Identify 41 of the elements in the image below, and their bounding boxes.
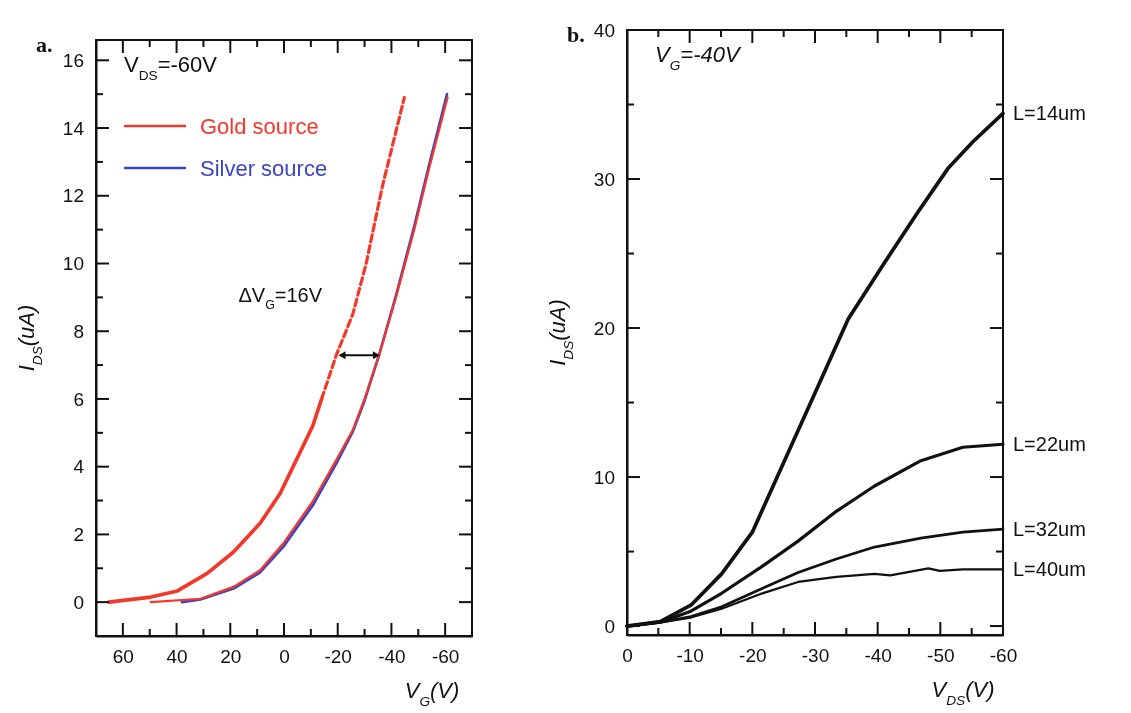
y-tick-label: 4 — [73, 456, 85, 478]
x-tick-label: 40 — [166, 646, 188, 668]
x-axis-title: V$_{G}$(V) — [404, 678, 460, 709]
y-tick-label: 2 — [73, 523, 84, 545]
y-tick-label: 0 — [604, 615, 615, 637]
x-tick-label: 20 — [220, 646, 242, 668]
x-tick-label: 0 — [622, 645, 633, 667]
x-tick-label: 60 — [112, 646, 134, 668]
legend-label: Silver source — [200, 156, 328, 181]
chart-title: b. — [567, 22, 585, 47]
annotation: V$_{DS}$=-60V — [124, 52, 218, 83]
y-tick-label: 16 — [62, 49, 84, 71]
x-axis-title: V$_{DS}$(V) — [931, 677, 995, 708]
x-tick-label: -60 — [989, 645, 1018, 667]
y-tick-label: 30 — [593, 168, 615, 190]
chart-title: a. — [36, 32, 53, 57]
y-tick-label: 8 — [73, 320, 84, 342]
x-tick-label: -60 — [431, 646, 460, 668]
legend-label: Gold source — [200, 114, 319, 139]
series-label: L=22um — [1013, 433, 1086, 456]
legend-label: L=40um — [1013, 558, 1086, 581]
y-tick-label: 40 — [593, 19, 615, 41]
y-tick-label: 12 — [62, 185, 84, 207]
y-tick-label: 6 — [73, 388, 84, 410]
x-tick-label: 0 — [279, 646, 290, 668]
series-label: L=32um — [1013, 518, 1086, 541]
x-tick-label: -30 — [801, 645, 830, 667]
y-tick-label: 10 — [593, 466, 615, 488]
y-tick-label: 14 — [62, 117, 85, 139]
annotation: V$_{G}$=-40V — [655, 42, 742, 73]
x-tick-label: -20 — [324, 646, 352, 668]
annotation: ΔV$_{G}$=16V — [238, 284, 323, 313]
x-tick-label: -50 — [927, 645, 955, 667]
y-tick-label: 20 — [593, 317, 615, 339]
y-tick-label: 0 — [73, 591, 84, 613]
x-tick-label: -40 — [378, 646, 406, 668]
x-tick-label: -10 — [676, 645, 704, 667]
x-tick-label: -20 — [739, 645, 767, 667]
y-tick-label: 10 — [62, 253, 84, 275]
legend-label: L=14um — [1013, 102, 1086, 125]
x-tick-label: -40 — [864, 645, 892, 667]
